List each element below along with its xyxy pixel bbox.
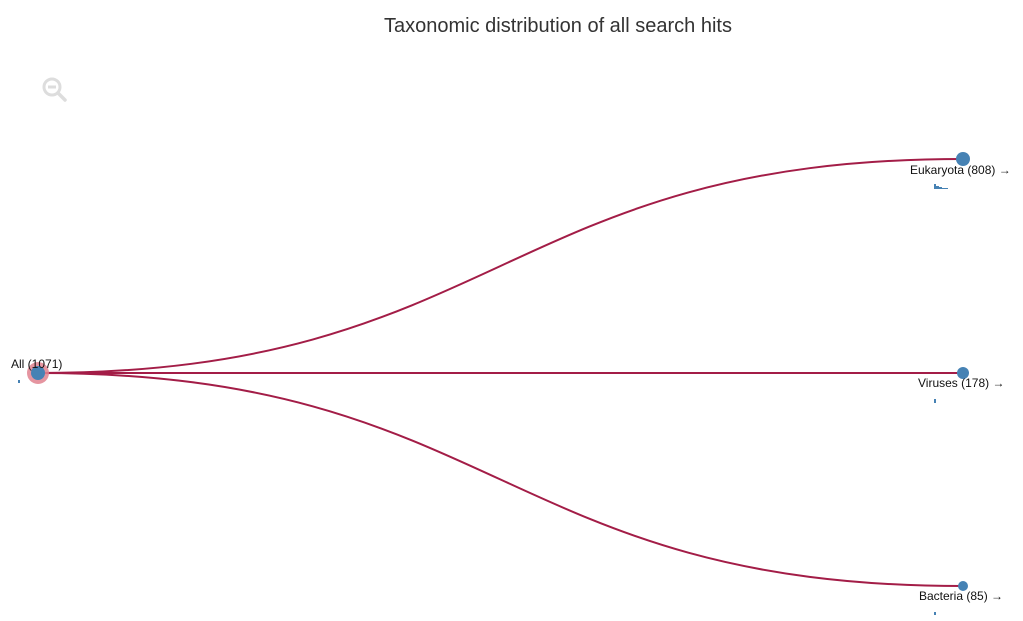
tree-link-bacteria [37, 372, 964, 587]
root-histogram [18, 380, 20, 383]
node-marker-eukaryota[interactable] [956, 152, 970, 166]
tree-node-bacteria[interactable]: Bacteria (85) → [919, 581, 1003, 615]
tree-links [37, 158, 964, 587]
root-node-marker[interactable] [31, 366, 45, 380]
histogram-viruses [934, 399, 936, 403]
node-label-eukaryota[interactable]: Eukaryota (808) → [910, 163, 1011, 177]
tree-node-viruses[interactable]: Viruses (178) → [918, 367, 1004, 403]
zoom-out-icon [42, 77, 67, 102]
node-marker-viruses[interactable] [957, 367, 969, 379]
node-label-bacteria[interactable]: Bacteria (85) → [919, 589, 1003, 603]
node-label-viruses[interactable]: Viruses (178) → [918, 376, 1004, 390]
tree-link-eukaryota [37, 158, 964, 374]
chart-title: Taxonomic distribution of all search hit… [384, 15, 732, 37]
zoom-out-button[interactable] [41, 76, 67, 102]
histogram-bacteria [934, 612, 936, 615]
node-marker-bacteria[interactable] [958, 581, 968, 591]
tree-node-eukaryota[interactable]: Eukaryota (808) → [910, 152, 1011, 189]
histogram-eukaryota [934, 184, 948, 189]
root-node-label: All (1071) [11, 357, 62, 371]
root-node[interactable]: All (1071) [11, 357, 62, 384]
